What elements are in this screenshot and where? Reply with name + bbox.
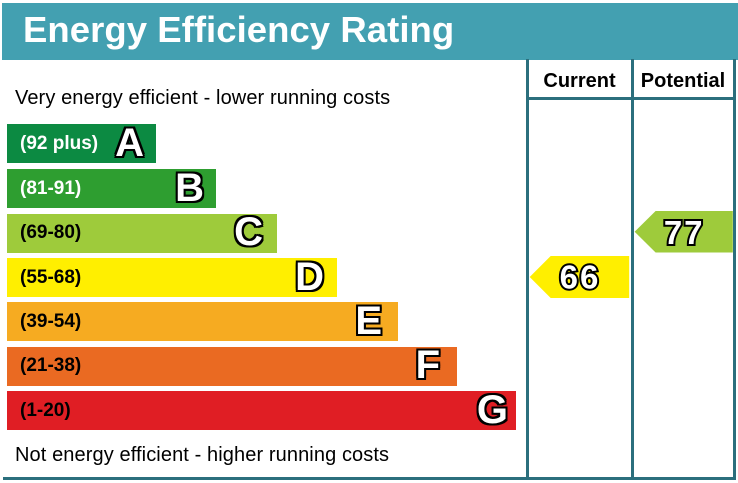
svg-text:66: 66	[560, 259, 601, 296]
svg-text:77: 77	[664, 214, 705, 251]
